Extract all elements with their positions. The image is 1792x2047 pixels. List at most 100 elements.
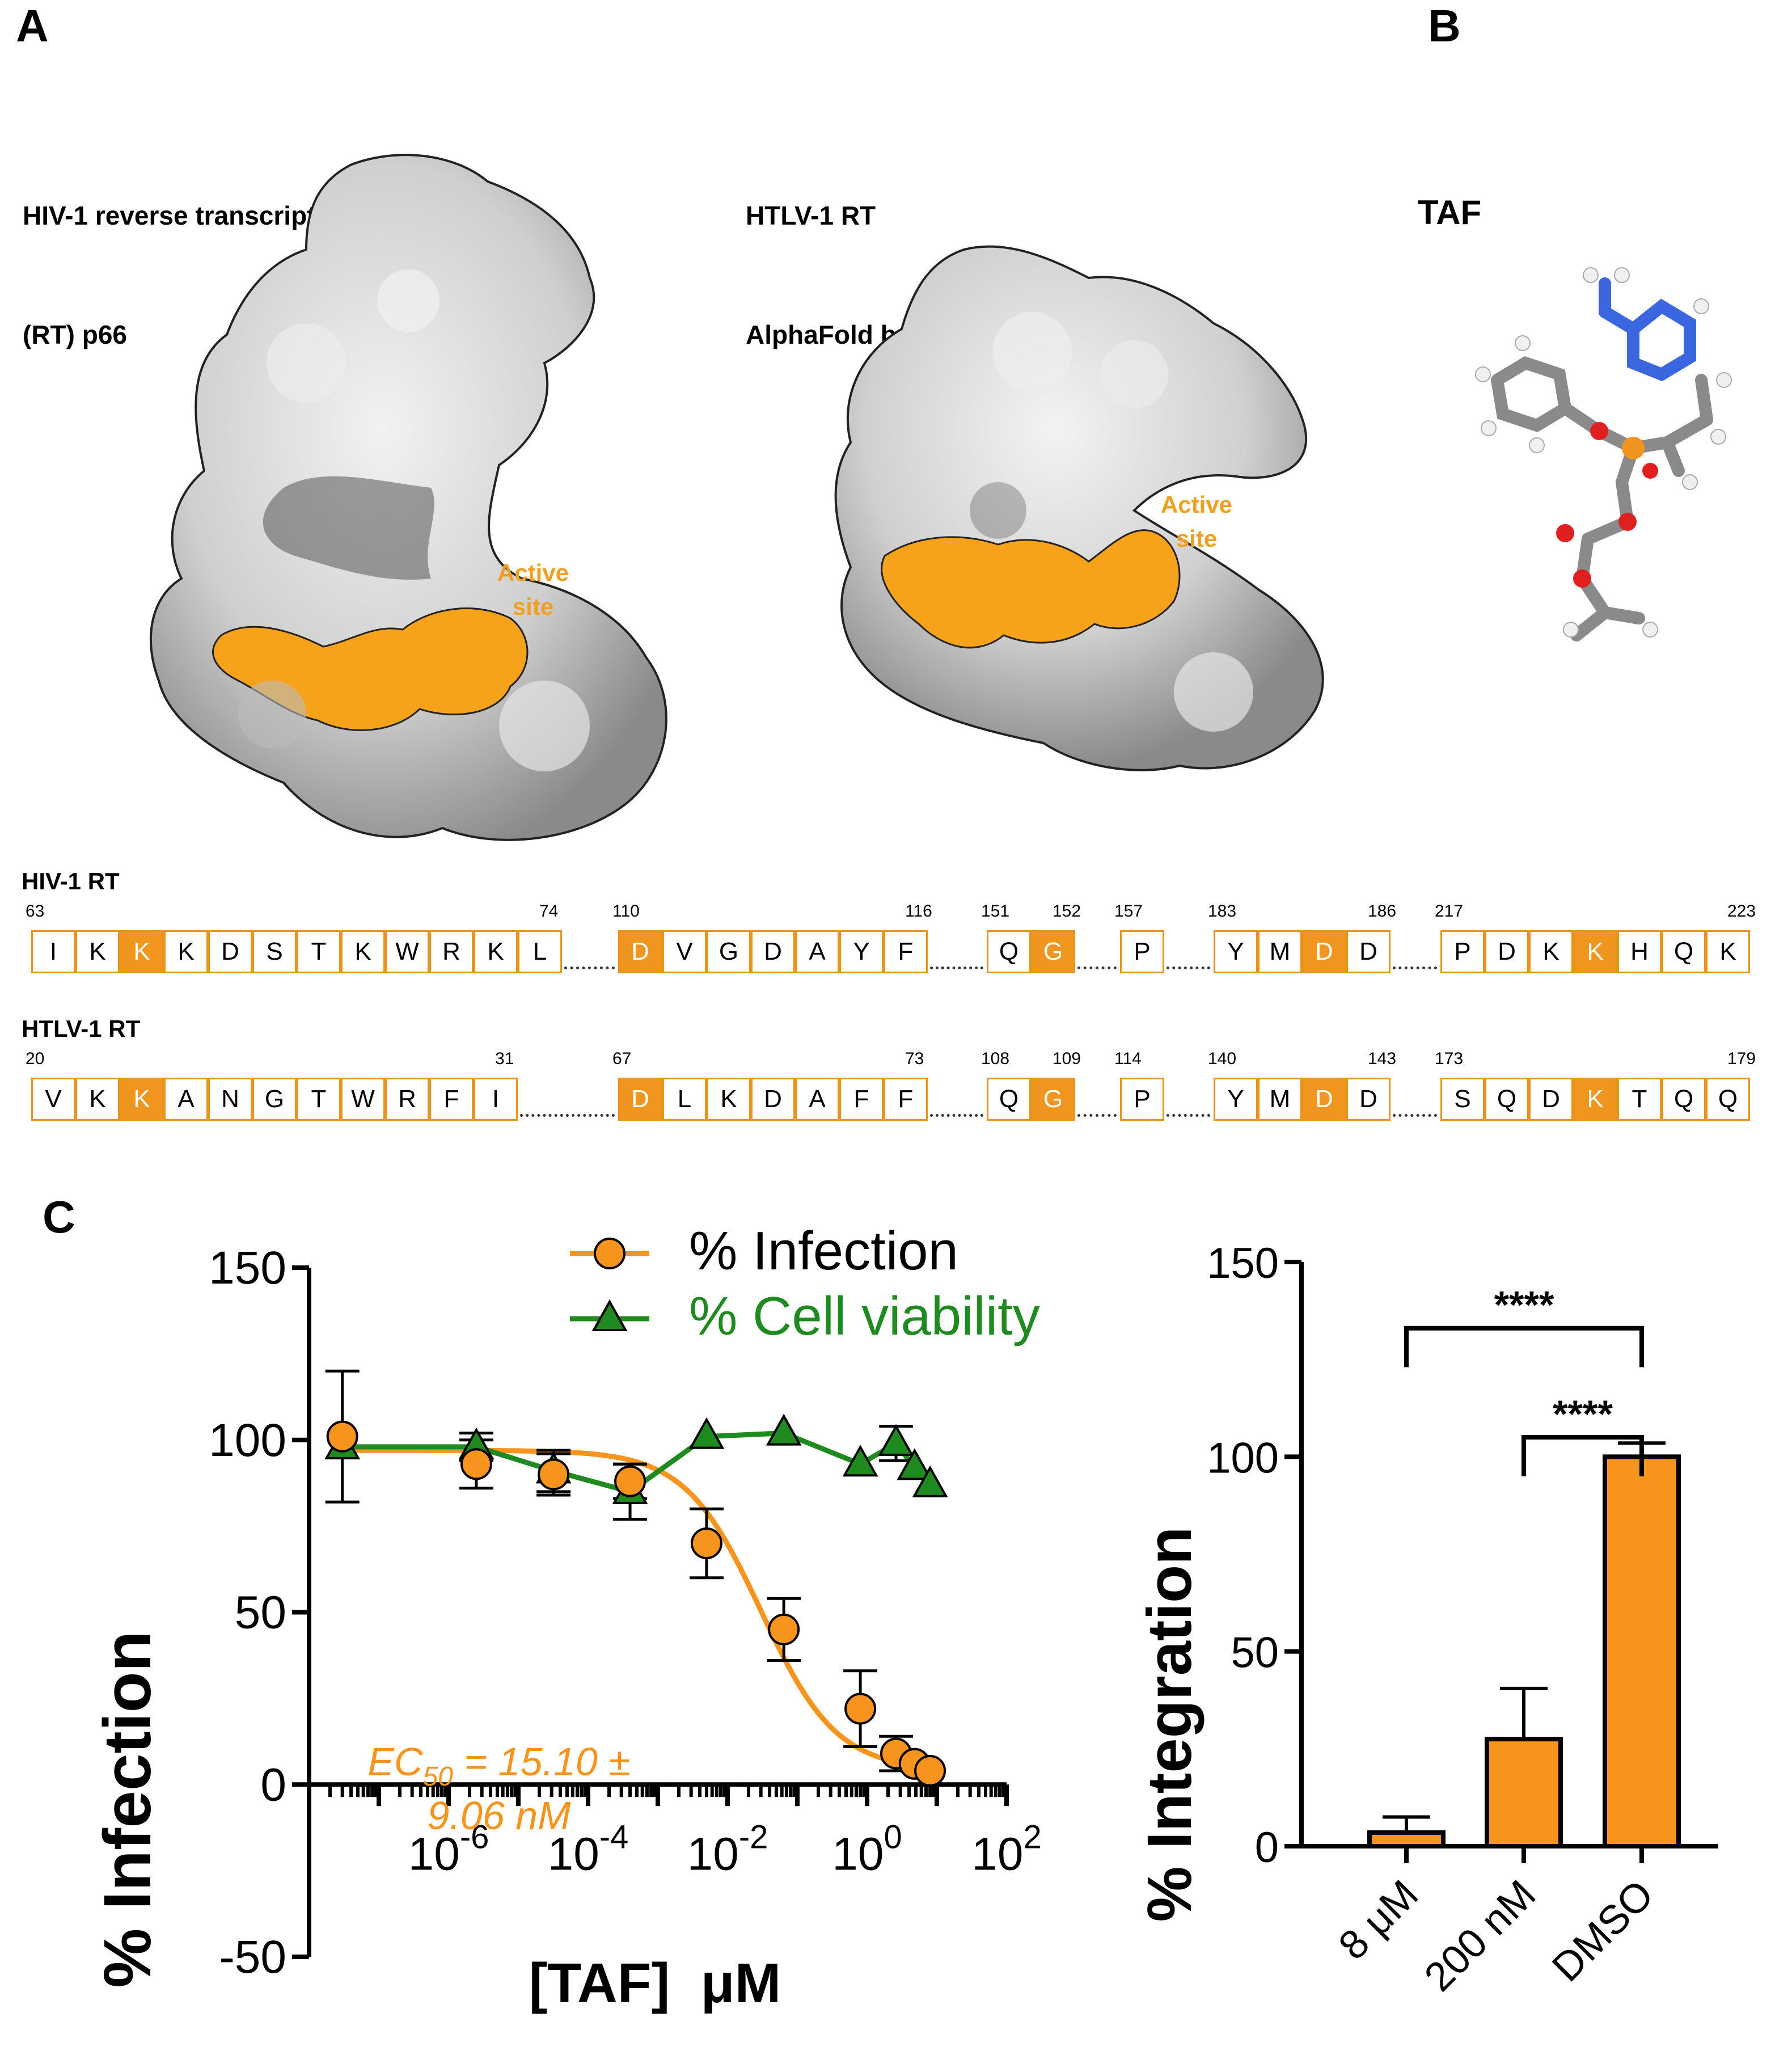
panel-letter-c: C: [43, 1192, 75, 1242]
bar-x-tick-label: 200 nM: [1416, 1872, 1544, 2000]
dose-series: [324, 1369, 948, 1787]
infection-point: [768, 1613, 800, 1645]
htlv-sequence-row: 20 31 V K K A N G T W R F I 67 73 D L K D A F F 108 109 Q G 114 P 14…: [0, 1049, 1792, 1134]
dose-response-chart: 150 100 50 0 -50 10-6 10-4 10-2 100 102 % Infecti…: [90, 1221, 1042, 2014]
ec50-annotation-line2: 9.06 nM: [428, 1793, 572, 1838]
infection-point: [844, 1693, 877, 1725]
taf-nitrogen-bonds: [1599, 277, 1696, 382]
htlv-rt-surface-image: [834, 245, 1324, 771]
residue: D: [1529, 1078, 1573, 1121]
residue: K: [75, 930, 120, 973]
residue: Q: [1706, 1078, 1750, 1121]
seq-start-number: 173: [1435, 1049, 1464, 1068]
seq-end-number: 116: [905, 902, 932, 921]
dose-y-tick-label: 0: [260, 1759, 286, 1810]
residue: P: [1120, 1078, 1164, 1121]
htlv-seq-title: HTLV-1 RT: [22, 1015, 141, 1042]
residue: A: [795, 930, 839, 973]
residue: T: [297, 930, 341, 973]
bar-y-axis-label: % Integration: [1135, 1527, 1204, 1922]
residue: K: [1529, 930, 1573, 973]
significance-bracket: [1404, 1326, 1644, 1368]
seq-gap-dots: [1077, 1112, 1117, 1117]
legend-infection-marker: [594, 1238, 625, 1269]
residue-highlighted: G: [1031, 930, 1075, 973]
taf-bonds: [1491, 356, 1713, 641]
residue: N: [208, 1078, 252, 1121]
residue: R: [429, 930, 474, 973]
seq-start-number: 114: [1114, 1049, 1142, 1068]
residue-highlighted: D: [618, 930, 662, 973]
seq-gap-dots: [520, 1112, 615, 1117]
panel-letter-a: A: [16, 1, 49, 51]
residue: W: [341, 1078, 385, 1121]
residue: Q: [1662, 1078, 1706, 1121]
residue: L: [518, 930, 562, 973]
residue: D: [751, 930, 795, 973]
residue: R: [385, 1078, 429, 1121]
bar-y-tick-label: 50: [1231, 1629, 1279, 1677]
residue: T: [1617, 1078, 1662, 1121]
htlv-active-site-label-line2: site: [1176, 525, 1218, 552]
seq-gap-dots: [1167, 964, 1210, 969]
residue: P: [1120, 930, 1164, 973]
residue-highlighted: D: [618, 1078, 662, 1121]
residue-highlighted: D: [1302, 930, 1346, 973]
seq-start-number: 63: [26, 902, 45, 921]
hiv-seq-title: HIV-1 RT: [22, 868, 120, 894]
residue: D: [1346, 930, 1391, 973]
seq-start-number: 108: [981, 1049, 1010, 1068]
seq-end-number: 74: [539, 902, 559, 921]
residue: H: [1617, 930, 1662, 973]
residue: Y: [839, 930, 884, 973]
dose-x-tick-label: 10-4: [548, 1818, 629, 1880]
infection-point: [326, 1420, 358, 1453]
taf-oxygen-atom: [1590, 422, 1608, 440]
bar-y-tick-label: 100: [1207, 1434, 1279, 1482]
viability-point: [766, 1413, 802, 1446]
residue: S: [252, 930, 297, 973]
dose-y-tick-label: 50: [235, 1587, 286, 1639]
residue: D: [208, 930, 252, 973]
dose-x-tick-label: 10-2: [687, 1818, 768, 1880]
significance-bracket: [1521, 1435, 1644, 1476]
residue-highlighted: K: [120, 1078, 164, 1121]
hiv-active-site-label-line1: Active: [497, 559, 569, 586]
seq-gap-dots: [564, 964, 615, 969]
hiv-rt-surface-image: [149, 154, 667, 841]
residue: V: [31, 1078, 75, 1121]
seq-gap-dots: [1393, 1112, 1437, 1117]
dose-axes: 150 100 50 0 -50 10-6 10-4 10-2 100 102: [209, 1242, 1042, 1983]
ec50-value: = 15.10 ±: [453, 1740, 631, 1784]
residue: I: [474, 1078, 518, 1121]
ec50-label: EC: [367, 1740, 423, 1784]
taf-title: TAF: [1418, 193, 1482, 231]
residue: W: [385, 930, 429, 973]
seq-start-number: 151: [981, 902, 1010, 921]
seq-gap-dots: [930, 964, 983, 969]
residue: D: [751, 1078, 795, 1121]
seq-start-number: 217: [1435, 902, 1464, 921]
taf-phosphorus-atom: [1622, 437, 1645, 459]
htlv-active-site-surface: [881, 529, 1181, 649]
residue: Q: [1485, 1078, 1529, 1121]
seq-start-number: 20: [26, 1049, 45, 1068]
residue: G: [252, 1078, 297, 1121]
hiv-active-site-label-line2: site: [512, 593, 554, 620]
dose-legend: % Infection% Cell viability: [570, 1221, 1040, 1347]
seq-end-number: 109: [1053, 1049, 1081, 1068]
seq-end-number: 179: [1727, 1049, 1756, 1068]
infection-point: [460, 1448, 492, 1480]
residue: T: [297, 1078, 341, 1121]
legend-viability-label: % Cell viability: [689, 1286, 1040, 1347]
residue: P: [1440, 930, 1485, 973]
integration-bar: [1367, 1830, 1446, 1849]
htlv-structure-title-line1: HTLV-1 RT: [746, 201, 876, 230]
residue: L: [662, 1078, 707, 1121]
residue: V: [662, 930, 707, 973]
ec50-subscript: 50: [423, 1762, 454, 1792]
residue: F: [884, 1078, 928, 1121]
infection-point: [690, 1527, 722, 1559]
seq-end-number: 223: [1727, 902, 1756, 921]
residue: Q: [987, 930, 1031, 973]
